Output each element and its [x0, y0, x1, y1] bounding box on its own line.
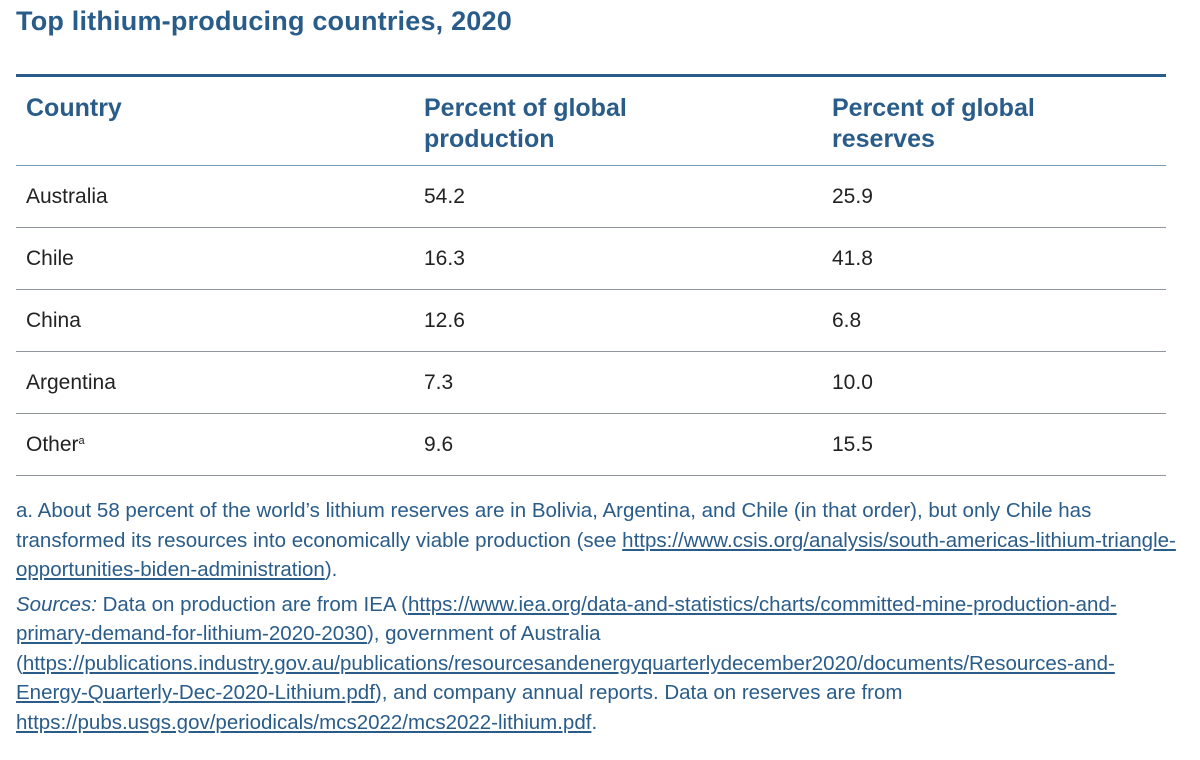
cell-country: Othera: [26, 432, 85, 456]
csis-link[interactable]: https://www.csis.org/analysis/south-amer…: [16, 528, 1176, 582]
cell-reserves: 6.8: [832, 308, 862, 332]
cell-country: Australia: [26, 184, 108, 208]
cell-reserves: 41.8: [832, 246, 873, 270]
australia-gov-link[interactable]: https://publications.industry.gov.au/pub…: [16, 651, 1115, 705]
table-row: Australia 54.2 25.9: [16, 166, 1166, 228]
footnote-a: a. About 58 percent of the world’s lithi…: [16, 499, 1176, 582]
cell-production: 16.3: [424, 246, 465, 270]
table-header: Country Percent of global production Per…: [16, 77, 1166, 166]
table-row: Othera 9.6 15.5: [16, 414, 1166, 476]
table-row: Chile 16.3 41.8: [16, 228, 1166, 290]
table-row: China 12.6 6.8: [16, 290, 1166, 352]
cell-country: China: [26, 308, 81, 332]
cell-production: 54.2: [424, 184, 465, 208]
cell-reserves: 25.9: [832, 184, 873, 208]
cell-country: Argentina: [26, 370, 116, 394]
header-production: Percent of global production: [424, 94, 627, 153]
cell-reserves: 15.5: [832, 432, 873, 456]
usgs-link[interactable]: https://pubs.usgs.gov/periodicals/mcs202…: [16, 710, 592, 734]
table-top-rule: [16, 74, 1166, 77]
table-notes: a. About 58 percent of the world’s lithi…: [16, 496, 1176, 742]
cell-production: 9.6: [424, 432, 454, 456]
sources-note: Sources: Data on production are from IEA…: [16, 592, 1117, 734]
table-title: Top lithium-producing countries, 2020: [16, 6, 512, 36]
iea-link[interactable]: https://www.iea.org/data-and-statistics/…: [16, 592, 1117, 646]
data-table: Country Percent of global production Per…: [16, 74, 1166, 476]
header-country: Country: [26, 94, 122, 122]
sources-label: Sources:: [16, 592, 97, 616]
cell-reserves: 10.0: [832, 370, 873, 394]
table-row: Argentina 7.3 10.0: [16, 352, 1166, 414]
header-reserves: Percent of global reserves: [832, 94, 1035, 153]
cell-production: 12.6: [424, 308, 465, 332]
cell-country: Chile: [26, 246, 74, 270]
cell-production: 7.3: [424, 370, 454, 394]
footnote-marker: a: [78, 434, 85, 447]
